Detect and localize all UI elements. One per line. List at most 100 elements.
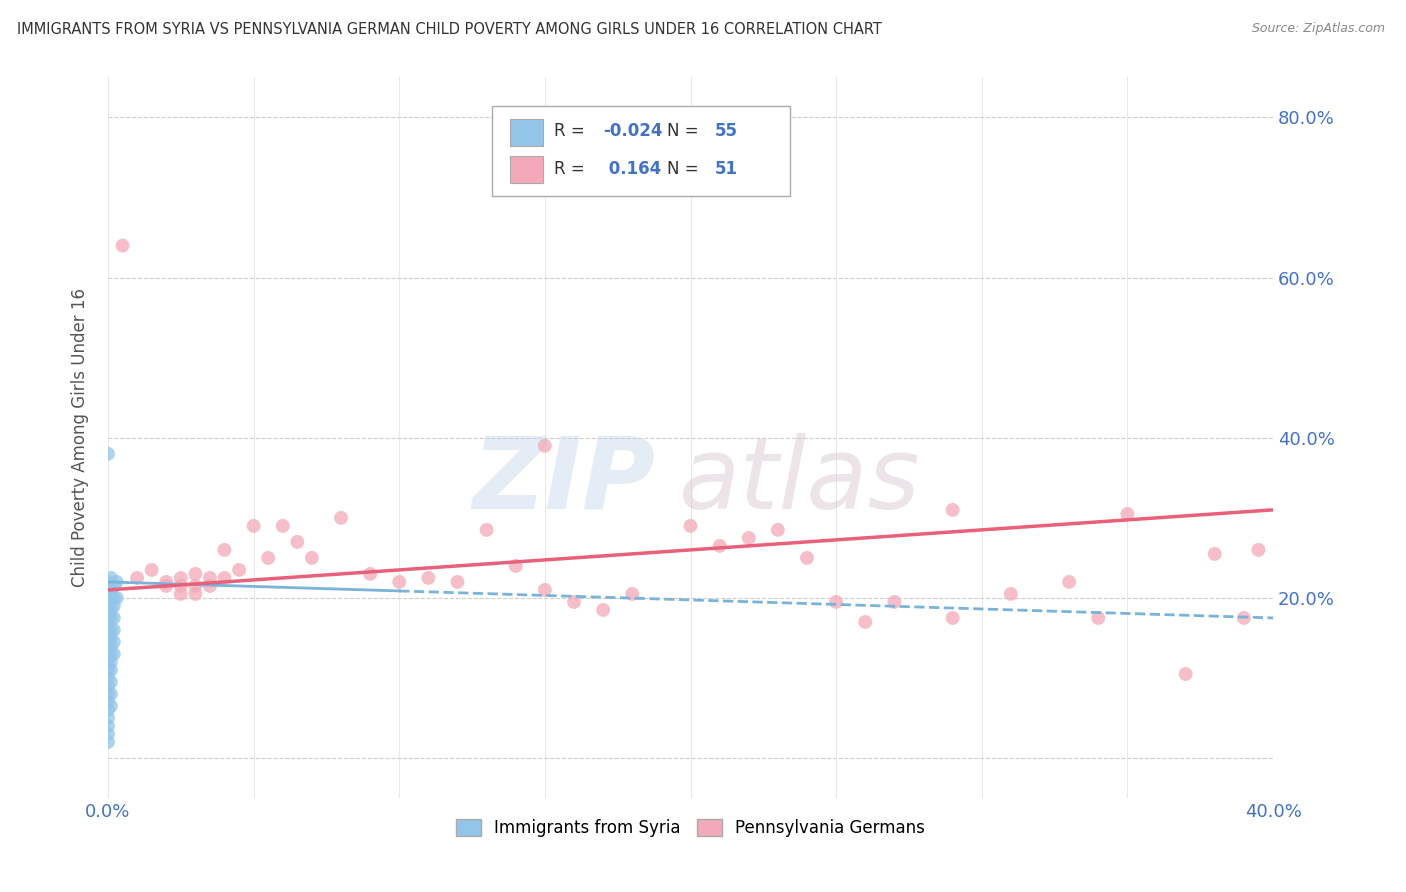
Point [228, 563, 250, 577]
Point [155, 574, 177, 589]
Point [103, 599, 125, 613]
Point [738, 531, 761, 545]
Point [100, 675, 122, 690]
Point [97, 655, 120, 669]
Point [170, 579, 193, 593]
Point [100, 647, 122, 661]
Point [505, 558, 527, 573]
Point [100, 687, 122, 701]
Point [100, 591, 122, 605]
Point [97, 735, 120, 749]
Point [1233, 611, 1256, 625]
Text: atlas: atlas [679, 433, 921, 530]
Point [97, 727, 120, 741]
Point [97, 663, 120, 677]
Point [100, 663, 122, 677]
Y-axis label: Child Poverty Among Girls Under 16: Child Poverty Among Girls Under 16 [72, 288, 89, 587]
Point [1204, 547, 1226, 561]
Point [883, 595, 905, 609]
Point [105, 574, 128, 589]
Point [184, 566, 207, 581]
Point [97, 582, 120, 597]
Point [100, 623, 122, 637]
Legend: Immigrants from Syria, Pennsylvania Germans: Immigrants from Syria, Pennsylvania Germ… [449, 813, 932, 844]
Point [679, 519, 702, 533]
Point [97, 447, 120, 461]
Point [100, 611, 122, 625]
Point [105, 591, 128, 605]
Point [97, 631, 120, 645]
Point [97, 687, 120, 701]
Point [825, 595, 848, 609]
Point [942, 503, 965, 517]
Point [709, 539, 731, 553]
Point [100, 582, 122, 597]
Point [97, 679, 120, 693]
Point [184, 579, 207, 593]
Point [198, 579, 221, 593]
Point [97, 607, 120, 621]
Point [103, 591, 125, 605]
Bar [510, 156, 543, 184]
Point [97, 619, 120, 633]
Point [1116, 507, 1139, 521]
Point [301, 550, 323, 565]
Point [1057, 574, 1080, 589]
Point [214, 571, 236, 585]
Text: 55: 55 [716, 122, 738, 141]
Point [100, 631, 122, 645]
Point [141, 563, 163, 577]
Point [853, 615, 876, 629]
Point [198, 571, 221, 585]
Point [257, 550, 280, 565]
Text: 51: 51 [716, 160, 738, 178]
Point [796, 550, 818, 565]
Point [97, 623, 120, 637]
Point [359, 566, 381, 581]
Point [97, 595, 120, 609]
Point [100, 595, 122, 609]
Point [170, 571, 193, 585]
Point [97, 639, 120, 653]
Point [766, 523, 789, 537]
Point [1087, 611, 1109, 625]
Point [97, 611, 120, 625]
Point [388, 574, 411, 589]
Point [97, 671, 120, 685]
Point [97, 587, 120, 601]
Point [1174, 667, 1197, 681]
Point [100, 603, 122, 617]
Point [285, 535, 308, 549]
Text: Source: ZipAtlas.com: Source: ZipAtlas.com [1251, 22, 1385, 36]
Point [1000, 587, 1022, 601]
Point [155, 579, 177, 593]
Point [97, 591, 120, 605]
Point [97, 711, 120, 725]
Point [103, 635, 125, 649]
Point [184, 587, 207, 601]
Point [942, 611, 965, 625]
Point [97, 599, 120, 613]
Point [534, 582, 557, 597]
Point [418, 571, 440, 585]
Point [103, 647, 125, 661]
Point [97, 719, 120, 733]
Text: N =: N = [668, 122, 704, 141]
Point [97, 635, 120, 649]
Text: -0.024: -0.024 [603, 122, 662, 141]
Point [103, 579, 125, 593]
Point [103, 623, 125, 637]
Point [100, 639, 122, 653]
Text: R =: R = [554, 160, 591, 178]
Point [330, 511, 353, 525]
Point [97, 647, 120, 661]
Point [621, 587, 644, 601]
Point [97, 603, 120, 617]
Point [170, 587, 193, 601]
Point [111, 238, 134, 252]
Point [242, 519, 264, 533]
Point [446, 574, 468, 589]
Point [592, 603, 614, 617]
Bar [510, 119, 543, 146]
Point [1247, 542, 1270, 557]
